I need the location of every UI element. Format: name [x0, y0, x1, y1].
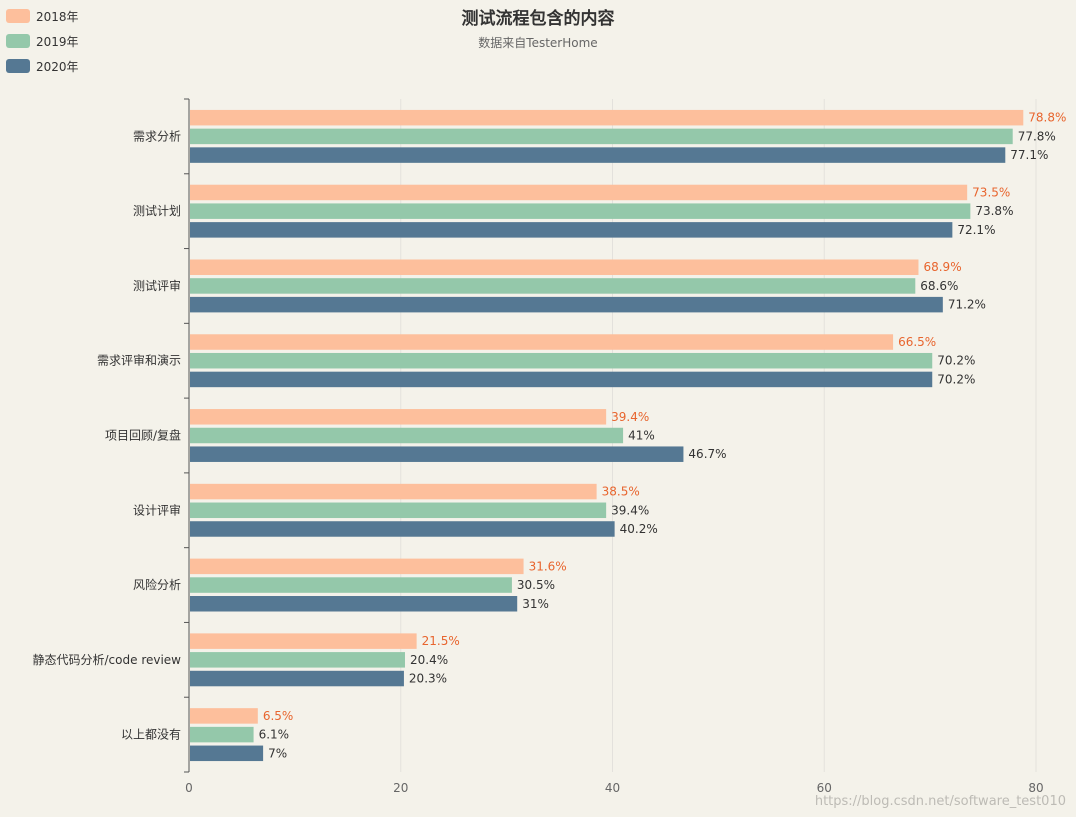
- bar-value-label: 31%: [522, 597, 549, 611]
- legend-swatch-2020: [6, 59, 30, 73]
- chart-subtitle: 数据来自TesterHome: [478, 36, 598, 50]
- bar: [190, 577, 512, 593]
- bar: [190, 446, 684, 462]
- legend-label-2020: 2020年: [36, 59, 79, 74]
- bar: [190, 147, 1006, 163]
- bar: [190, 483, 597, 500]
- bar: [190, 222, 953, 238]
- bar: [190, 596, 518, 612]
- bar: [190, 259, 919, 275]
- bar: [190, 203, 971, 219]
- x-tick-label: 0: [185, 781, 193, 795]
- bar-value-label: 46.7%: [688, 447, 726, 461]
- legend-item-2019[interactable]: 2019年: [6, 29, 79, 53]
- bar-value-label: 66.5%: [898, 335, 936, 349]
- legend-swatch-2019: [6, 34, 30, 48]
- bar-value-label: 73.8%: [975, 204, 1013, 218]
- legend-swatch-2018: [6, 9, 30, 23]
- bar-value-label: 72.1%: [957, 223, 995, 237]
- bar: [190, 109, 1024, 126]
- bar: [190, 745, 264, 762]
- bar-value-label: 71.2%: [948, 298, 986, 312]
- bar: [190, 427, 624, 444]
- bar-value-label: 40.2%: [620, 522, 658, 536]
- bar: [190, 558, 524, 575]
- bar: [190, 371, 933, 388]
- legend-label-2018: 2018年: [36, 9, 79, 24]
- bar: [190, 296, 943, 313]
- bar-value-label: 38.5%: [602, 485, 640, 499]
- bar: [190, 334, 894, 350]
- bar-value-label: 20.4%: [410, 653, 448, 667]
- bar-value-label: 77.1%: [1010, 148, 1048, 162]
- category-label: 项目回顾/复盘: [105, 428, 181, 443]
- bar: [190, 521, 615, 537]
- bar: [190, 633, 417, 649]
- bar-value-label: 30.5%: [517, 578, 555, 592]
- chart-title: 测试流程包含的内容: [461, 9, 615, 29]
- bar-value-label: 20.3%: [409, 672, 447, 686]
- bar: [190, 184, 968, 201]
- category-label: 测试评审: [133, 278, 181, 293]
- bar-value-label: 68.6%: [920, 279, 958, 293]
- bar: [190, 278, 916, 294]
- bar-value-label: 78.8%: [1028, 111, 1066, 125]
- bar-value-label: 68.9%: [923, 260, 961, 274]
- bar-value-label: 70.2%: [937, 372, 975, 386]
- bar-value-label: 73.5%: [972, 185, 1010, 199]
- bar-value-label: 7%: [268, 746, 287, 760]
- category-label: 测试计划: [133, 203, 181, 218]
- bar-value-label: 41%: [628, 429, 655, 443]
- bar: [190, 726, 254, 743]
- bar: [190, 670, 404, 687]
- x-tick-label: 40: [605, 781, 620, 795]
- legend: 2018年 2019年 2020年: [6, 4, 79, 79]
- legend-item-2020[interactable]: 2020年: [6, 54, 79, 78]
- bar-value-label: 6.5%: [263, 709, 294, 723]
- category-label: 静态代码分析/code review: [33, 653, 182, 667]
- bar-value-label: 21.5%: [422, 634, 460, 648]
- category-label: 设计评审: [133, 502, 181, 517]
- bar: [190, 502, 607, 519]
- bar: [190, 652, 405, 668]
- bar-value-label: 39.4%: [611, 503, 649, 517]
- category-label: 需求评审和演示: [97, 353, 181, 368]
- category-label: 风险分析: [133, 577, 181, 592]
- x-tick-label: 20: [393, 781, 408, 795]
- bar-value-label: 31.6%: [529, 559, 567, 573]
- bar: [190, 409, 607, 425]
- watermark: https://blog.csdn.net/software_test010: [814, 794, 1066, 809]
- legend-label-2019: 2019年: [36, 34, 79, 49]
- bar: [190, 352, 933, 369]
- category-label: 需求分析: [133, 129, 181, 143]
- bar-value-label: 70.2%: [937, 354, 975, 368]
- legend-item-2018[interactable]: 2018年: [6, 4, 79, 28]
- bar: [190, 128, 1013, 145]
- category-label: 以上都没有: [121, 727, 181, 742]
- bar-value-label: 77.8%: [1018, 129, 1056, 143]
- bar-value-label: 39.4%: [611, 410, 649, 424]
- x-tick-label: 80: [1028, 781, 1043, 795]
- bar-value-label: 6.1%: [259, 728, 290, 742]
- bar: [190, 708, 258, 724]
- x-tick-label: 60: [817, 781, 832, 795]
